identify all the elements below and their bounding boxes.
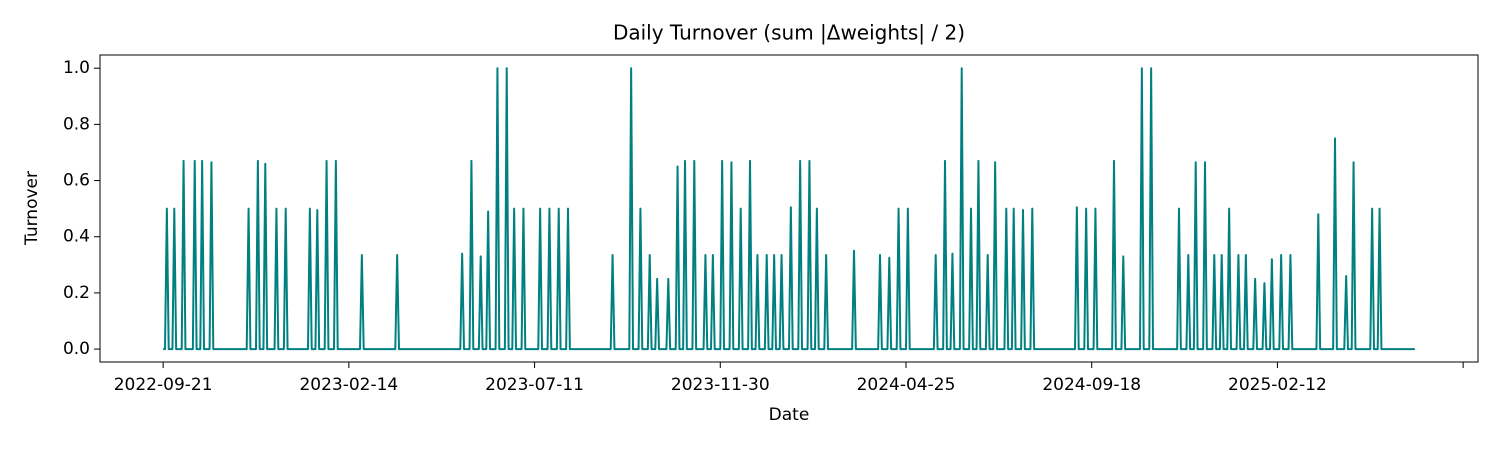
x-axis-label: Date xyxy=(769,405,810,425)
x-tick-label: 2025-02-12 xyxy=(1228,375,1327,395)
x-tick-label: 2023-11-30 xyxy=(671,375,770,395)
chart-title: Daily Turnover (sum |Δweights| / 2) xyxy=(613,21,965,45)
x-tick-label: 2024-09-18 xyxy=(1042,375,1141,395)
x-tick-label: 2023-07-11 xyxy=(485,375,584,395)
y-tick-label: 0.0 xyxy=(63,339,90,359)
y-tick-label: 0.6 xyxy=(63,171,90,191)
y-tick-label: 0.4 xyxy=(63,227,90,247)
x-tick-label: 2024-04-25 xyxy=(857,375,956,395)
y-tick-label: 0.8 xyxy=(63,114,90,134)
y-tick-label: 0.2 xyxy=(63,283,90,303)
y-tick-label: 1.0 xyxy=(63,58,90,78)
plot-frame xyxy=(99,54,1479,363)
x-tick-label: 2022-09-21 xyxy=(114,375,213,395)
y-axis-label: Turnover xyxy=(22,171,42,246)
data-line xyxy=(163,67,1415,351)
x-tick-label: 2023-02-14 xyxy=(299,375,398,395)
